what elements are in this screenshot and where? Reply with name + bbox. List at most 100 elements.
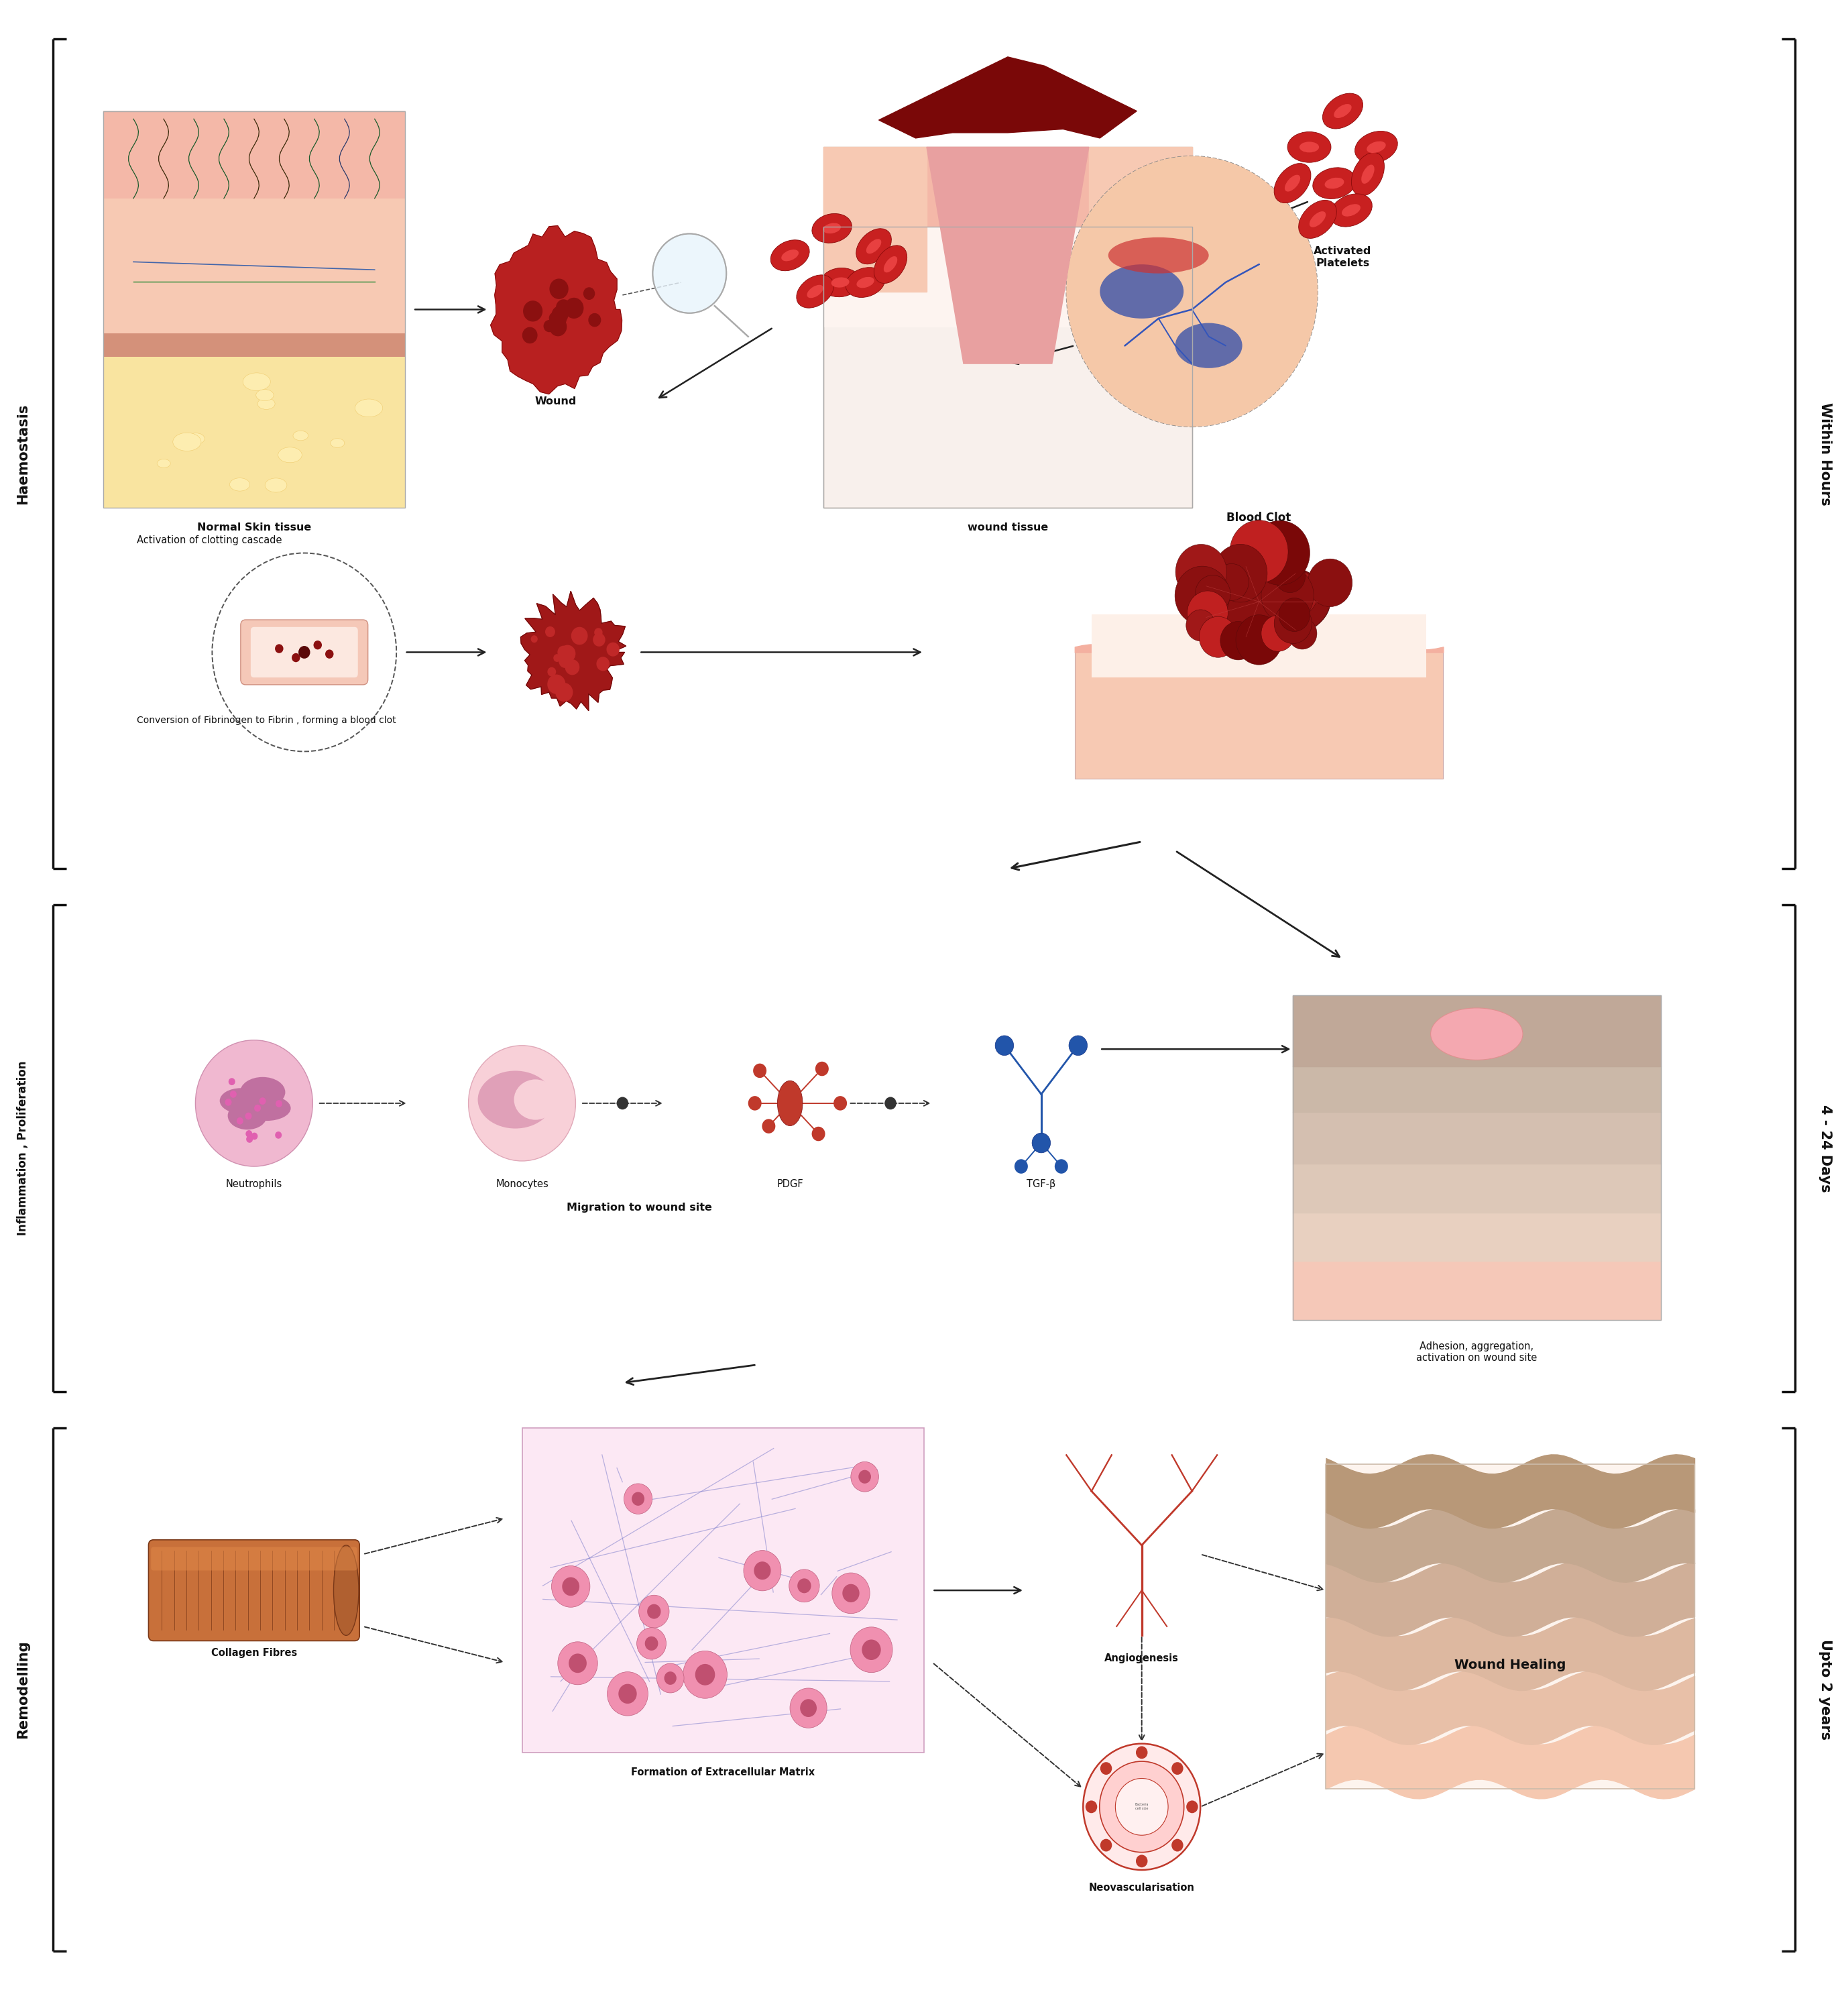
Ellipse shape [1355, 131, 1397, 163]
Circle shape [608, 1672, 649, 1715]
Polygon shape [880, 58, 1137, 137]
FancyBboxPatch shape [148, 1540, 360, 1642]
Ellipse shape [1273, 163, 1310, 203]
Circle shape [251, 1132, 257, 1140]
Circle shape [556, 683, 573, 702]
Ellipse shape [242, 1096, 290, 1120]
Circle shape [843, 1584, 859, 1602]
Circle shape [1249, 521, 1310, 585]
Circle shape [811, 1126, 824, 1140]
Text: 4 - 24 Days: 4 - 24 Days [1818, 1104, 1831, 1192]
Ellipse shape [832, 277, 850, 287]
Circle shape [1279, 597, 1310, 631]
Circle shape [832, 1572, 870, 1614]
Ellipse shape [257, 398, 275, 410]
Ellipse shape [1175, 322, 1242, 368]
Circle shape [632, 1492, 645, 1506]
Ellipse shape [1109, 237, 1209, 273]
Ellipse shape [782, 249, 798, 261]
Ellipse shape [796, 275, 833, 308]
Circle shape [560, 645, 575, 663]
Circle shape [1186, 591, 1227, 635]
Text: Monocytes: Monocytes [495, 1178, 549, 1190]
Circle shape [275, 1100, 283, 1106]
Ellipse shape [1331, 193, 1371, 227]
FancyBboxPatch shape [824, 147, 1192, 227]
Circle shape [1031, 1132, 1050, 1152]
FancyBboxPatch shape [824, 227, 1192, 328]
Circle shape [1220, 621, 1257, 661]
Circle shape [551, 306, 567, 324]
Circle shape [1236, 615, 1283, 665]
Circle shape [859, 1471, 870, 1483]
Circle shape [237, 1116, 244, 1124]
Text: Angiogenesis: Angiogenesis [1105, 1654, 1179, 1664]
Ellipse shape [856, 229, 891, 265]
Circle shape [1214, 543, 1268, 603]
Circle shape [800, 1699, 817, 1717]
Ellipse shape [1368, 141, 1386, 153]
Circle shape [1116, 1779, 1168, 1835]
Circle shape [593, 633, 606, 647]
Circle shape [1137, 1745, 1148, 1759]
Circle shape [595, 629, 602, 637]
Circle shape [246, 1136, 253, 1142]
Circle shape [617, 1096, 628, 1110]
Ellipse shape [1323, 94, 1362, 129]
Text: Activated
Platelets: Activated Platelets [1314, 247, 1371, 269]
Ellipse shape [240, 1077, 285, 1106]
Ellipse shape [264, 478, 286, 492]
Circle shape [558, 653, 564, 659]
Circle shape [1175, 567, 1229, 625]
Text: Normal Skin tissue: Normal Skin tissue [198, 521, 310, 533]
Circle shape [523, 326, 538, 344]
Circle shape [275, 1132, 281, 1138]
Text: Neutrophils: Neutrophils [225, 1178, 283, 1190]
Ellipse shape [1430, 1009, 1523, 1061]
Circle shape [647, 1604, 662, 1618]
Circle shape [656, 1664, 684, 1693]
Circle shape [1066, 155, 1318, 426]
Ellipse shape [1284, 175, 1301, 191]
Circle shape [545, 627, 554, 637]
Ellipse shape [331, 438, 344, 448]
Text: Wound Healing: Wound Healing [1454, 1660, 1565, 1672]
Circle shape [606, 643, 619, 657]
FancyBboxPatch shape [103, 199, 405, 340]
Ellipse shape [1325, 177, 1343, 189]
Ellipse shape [874, 245, 907, 283]
Circle shape [743, 1550, 782, 1590]
Circle shape [639, 1596, 669, 1628]
Circle shape [1066, 155, 1318, 426]
Circle shape [1068, 1035, 1087, 1055]
Circle shape [558, 645, 569, 659]
Circle shape [556, 298, 571, 316]
Ellipse shape [355, 400, 383, 418]
FancyBboxPatch shape [1092, 615, 1427, 677]
FancyBboxPatch shape [152, 1546, 357, 1570]
Circle shape [1175, 545, 1227, 599]
Text: Migration to wound site: Migration to wound site [567, 1202, 711, 1212]
Circle shape [558, 655, 571, 669]
Ellipse shape [229, 478, 249, 492]
Circle shape [547, 667, 556, 677]
Circle shape [558, 1642, 597, 1686]
Circle shape [1214, 563, 1249, 601]
Ellipse shape [821, 269, 861, 297]
Text: Upto 2 years: Upto 2 years [1818, 1640, 1831, 1739]
Polygon shape [824, 147, 926, 291]
Circle shape [584, 287, 595, 300]
Circle shape [553, 655, 560, 663]
Circle shape [551, 1566, 590, 1608]
Ellipse shape [1299, 141, 1319, 153]
Circle shape [1196, 575, 1231, 613]
FancyBboxPatch shape [240, 619, 368, 685]
Ellipse shape [1351, 153, 1384, 195]
Text: Inflammation , Proliferation: Inflammation , Proliferation [17, 1061, 30, 1236]
FancyBboxPatch shape [103, 111, 405, 199]
Circle shape [1260, 615, 1295, 651]
Circle shape [275, 645, 283, 653]
Circle shape [652, 233, 726, 312]
Circle shape [1100, 1761, 1112, 1775]
Text: Haemostasis: Haemostasis [17, 404, 30, 503]
